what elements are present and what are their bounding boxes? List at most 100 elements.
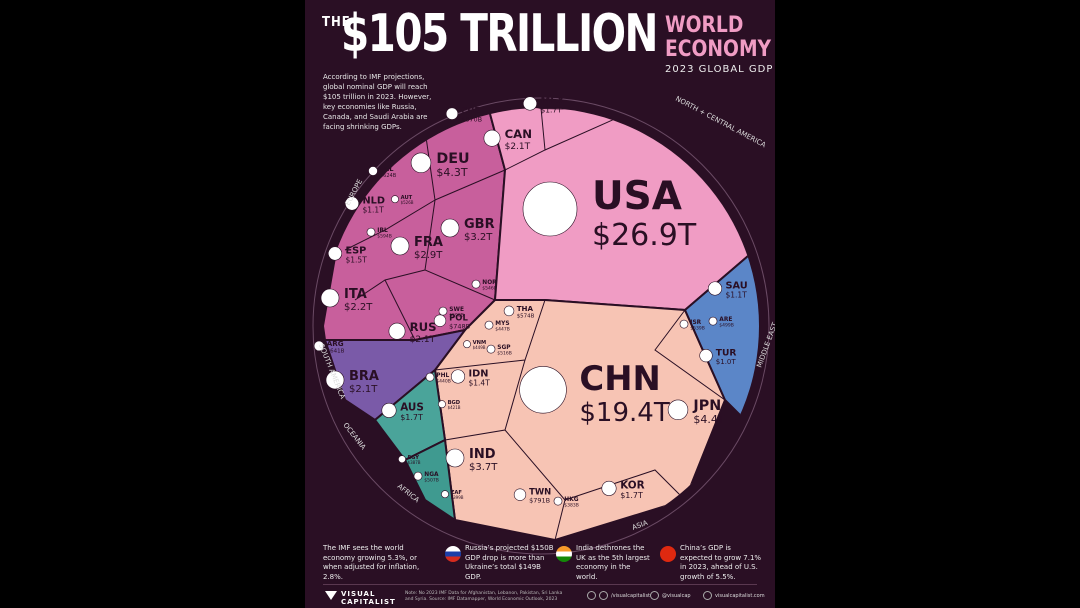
country-fra: FRA$2.9T [390,235,443,261]
country-value-phl: $440B [436,379,451,385]
country-value-ita: $2.2T [344,302,373,313]
country-value-twn: $791B [529,497,550,505]
tur-flag-icon [699,349,713,363]
country-code-swe: SWE [449,307,464,313]
country-value-chn: $19.4T [579,398,669,428]
deu-flag-icon [410,152,432,174]
social-link-facebook[interactable]: /visualcapitalist [587,591,650,600]
country-code-twn: TWN [529,487,551,497]
country-value-are: $499B [719,323,734,329]
country-code-esp: ESP [346,246,367,257]
country-code-deu: DEU [436,151,469,167]
bgd-flag-icon [438,400,446,409]
country-value-sgp: $516B [497,351,512,357]
sau-flag-icon [707,281,723,296]
chn-flag-icon [519,366,567,414]
country-value-nld: $1.1T [363,206,385,215]
country-tur: TUR$1.0T [699,349,737,366]
country-value-idn: $1.4T [469,379,491,388]
country-value-tur: $1.0T [716,358,737,366]
social-link-website[interactable]: visualcapitalist.com [703,591,765,600]
country-nld: NLD$1.1T [344,196,385,215]
country-sgp: SGP$516B [486,344,512,357]
country-value-fra: $2.9T [414,250,443,261]
country-value-arg: $641B [327,349,345,355]
social-link-twitter[interactable]: @visualcap [650,591,691,600]
country-value-aus: $1.7T [400,413,423,422]
country-value-swe: $598B [449,313,464,319]
nor-flag-icon [471,279,481,289]
country-code-aut: AUT [401,195,413,201]
bra-flag-icon [325,370,345,390]
country-code-ita: ITA [344,287,367,302]
country-code-gbr: GBR [464,217,495,232]
country-pol: POL$748B [433,313,470,331]
country-code-egy: EGY [408,455,420,461]
fra-flag-icon [390,236,410,256]
country-value-tha: $574B [517,314,535,320]
country-bel: BEL$624B [368,165,397,179]
irl-flag-icon [366,227,376,237]
country-code-idn: IDN [469,369,489,380]
country-code-kor: KOR [620,479,644,491]
country-code-phl: PHL [436,373,449,379]
country-code-nga: NGA [424,472,439,478]
country-code-isr: ISR [690,320,701,326]
main-title: $105 TRILLION [341,4,658,64]
country-code-tha: THA [517,304,534,313]
country-code-sau: SAU [726,281,748,292]
country-code-are: ARE [719,317,732,323]
country-aut: AUT$526B [391,195,414,205]
country-code-usa: USA [592,174,682,219]
country-code-arg: ARG [327,339,344,348]
country-are: ARE$499B [708,316,734,329]
country-gbr: GBR$3.2T [440,217,495,243]
title-world: WORLD [665,13,744,38]
website-url: visualcapitalist.com [715,592,765,599]
isr-flag-icon [679,319,689,329]
infographic-poster: THE $105 TRILLION WORLD ECONOMY 2023 GLO… [305,0,775,608]
country-idn: IDN$1.4T [450,369,491,388]
sgp-flag-icon [486,344,496,354]
rus-flag-icon [388,322,406,340]
country-value-can: $2.1T [505,142,531,152]
country-zaf: ZAF$399B [441,490,464,500]
country-code-bra: BRA [349,369,379,384]
country-value-jpn: $4.4T [693,413,724,426]
aut-flag-icon [391,195,399,204]
country-code-nor: NOR [482,280,497,286]
esp-flag-icon [327,246,343,261]
country-code-jpn: JPN [692,398,721,414]
note-india: India dethrones the UK as the 5th larges… [576,544,650,581]
idn-flag-icon [450,369,466,384]
country-value-vnm: $449B [473,345,486,350]
country-value-gbr: $3.2T [464,232,493,243]
pol-flag-icon [433,314,447,327]
country-value-deu: $4.3T [436,166,467,179]
vnm-flag-icon [463,340,471,349]
intro-text: According to IMF projections, global nom… [323,73,432,131]
country-value-mex: $1.7T [541,106,563,115]
country-code-mys: MYS [495,321,509,327]
country-value-sau: $1.1T [726,291,748,300]
country-esp: ESP$1.5T [327,246,367,265]
note-russia: Russia’s projected $150B GDP drop is mor… [465,544,554,581]
country-code-sgp: SGP [497,345,511,351]
country-isr: ISR$539B [679,319,705,332]
country-value-usa: $26.9T [592,218,697,253]
country-code-vnm: VNM [473,340,487,346]
country-value-kor: $1.7T [620,491,643,500]
social-handle-2: @visualcap [662,592,691,599]
country-value-egy: $387B [408,460,421,465]
country-code-fra: FRA [414,235,443,250]
india-flag-icon [556,546,572,562]
country-arg: ARG$641B [313,339,345,355]
russia-flag-icon [445,546,461,562]
china-flag-icon [660,546,676,562]
country-vnm: VNM$449B [463,340,486,350]
nld-flag-icon [344,196,360,211]
zaf-flag-icon [441,490,449,499]
country-che: CHE$870B [445,106,482,124]
country-twn: TWN$791B [513,487,551,505]
